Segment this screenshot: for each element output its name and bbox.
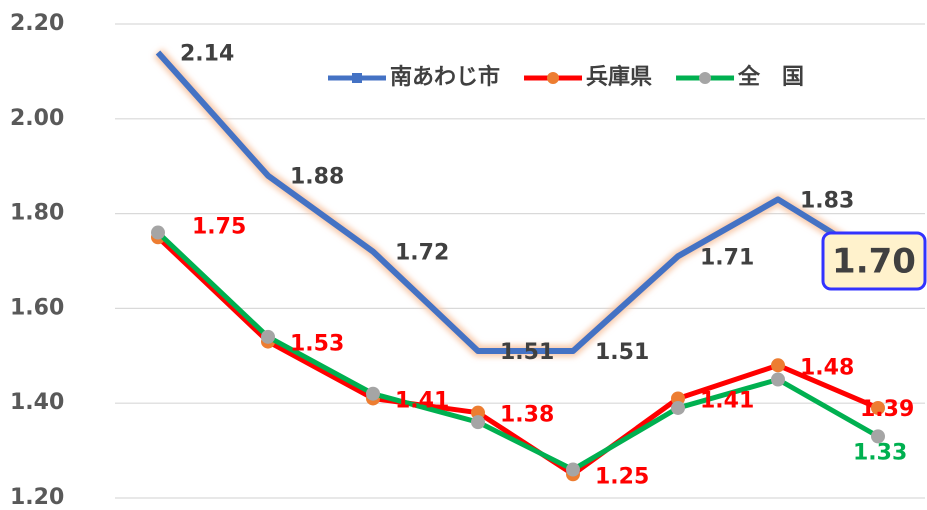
marker (151, 225, 165, 240)
marker (771, 372, 785, 387)
legend-label: 兵庫県 (586, 64, 652, 90)
legend-label: 全 国 (737, 64, 804, 90)
value-label: 1.41 (395, 388, 449, 413)
marker (871, 400, 885, 415)
y-tick-label: 2.00 (10, 106, 64, 131)
legend-marker (699, 72, 712, 84)
marker (671, 400, 685, 415)
highlight-box (821, 231, 927, 291)
grid: 1.20 1.40 1.60 1.80 2.00 2.20 (10, 11, 925, 510)
value-label: 2.14 (180, 41, 234, 66)
legend-marker (547, 72, 560, 84)
marker (871, 429, 885, 444)
value-label: 1.70 (832, 242, 916, 282)
marker (566, 462, 580, 477)
value-label: 1.38 (500, 403, 554, 428)
series-line (155, 50, 880, 355)
value-label: 1.75 (192, 214, 246, 239)
value-label: 1.25 (595, 464, 649, 489)
marker (261, 329, 275, 344)
value-label: 1.41 (700, 388, 754, 413)
value-label: 1.51 (595, 340, 649, 365)
labels: 2.14 1.88 1.72 1.51 1.51 1.71 1.83 1.70 1.75 1.53… (180, 41, 927, 489)
legend: 南あわじ市 兵庫県 全 国 (328, 64, 804, 90)
value-label: 1.83 (800, 188, 854, 213)
y-tick-label: 1.40 (10, 390, 64, 415)
value-label: 1.71 (700, 245, 754, 270)
lines (151, 48, 885, 482)
value-label: 1.51 (500, 340, 554, 365)
value-label: 1.33 (853, 440, 907, 465)
marker (366, 386, 380, 401)
series-line (156, 230, 880, 473)
y-tick-label: 1.20 (10, 485, 64, 510)
y-tick-label: 2.20 (10, 11, 64, 36)
marker (771, 358, 785, 373)
y-tick-label: 1.60 (10, 295, 64, 320)
value-label: 1.48 (800, 355, 854, 380)
value-label: 1.53 (290, 332, 344, 357)
legend-label: 南あわじ市 (390, 64, 500, 90)
value-label: 1.88 (290, 165, 344, 190)
value-label: 1.72 (395, 241, 449, 266)
value-label: 1.39 (860, 397, 914, 422)
marker (471, 415, 485, 430)
legend-marker (352, 73, 362, 83)
y-tick-label: 1.80 (10, 201, 64, 226)
